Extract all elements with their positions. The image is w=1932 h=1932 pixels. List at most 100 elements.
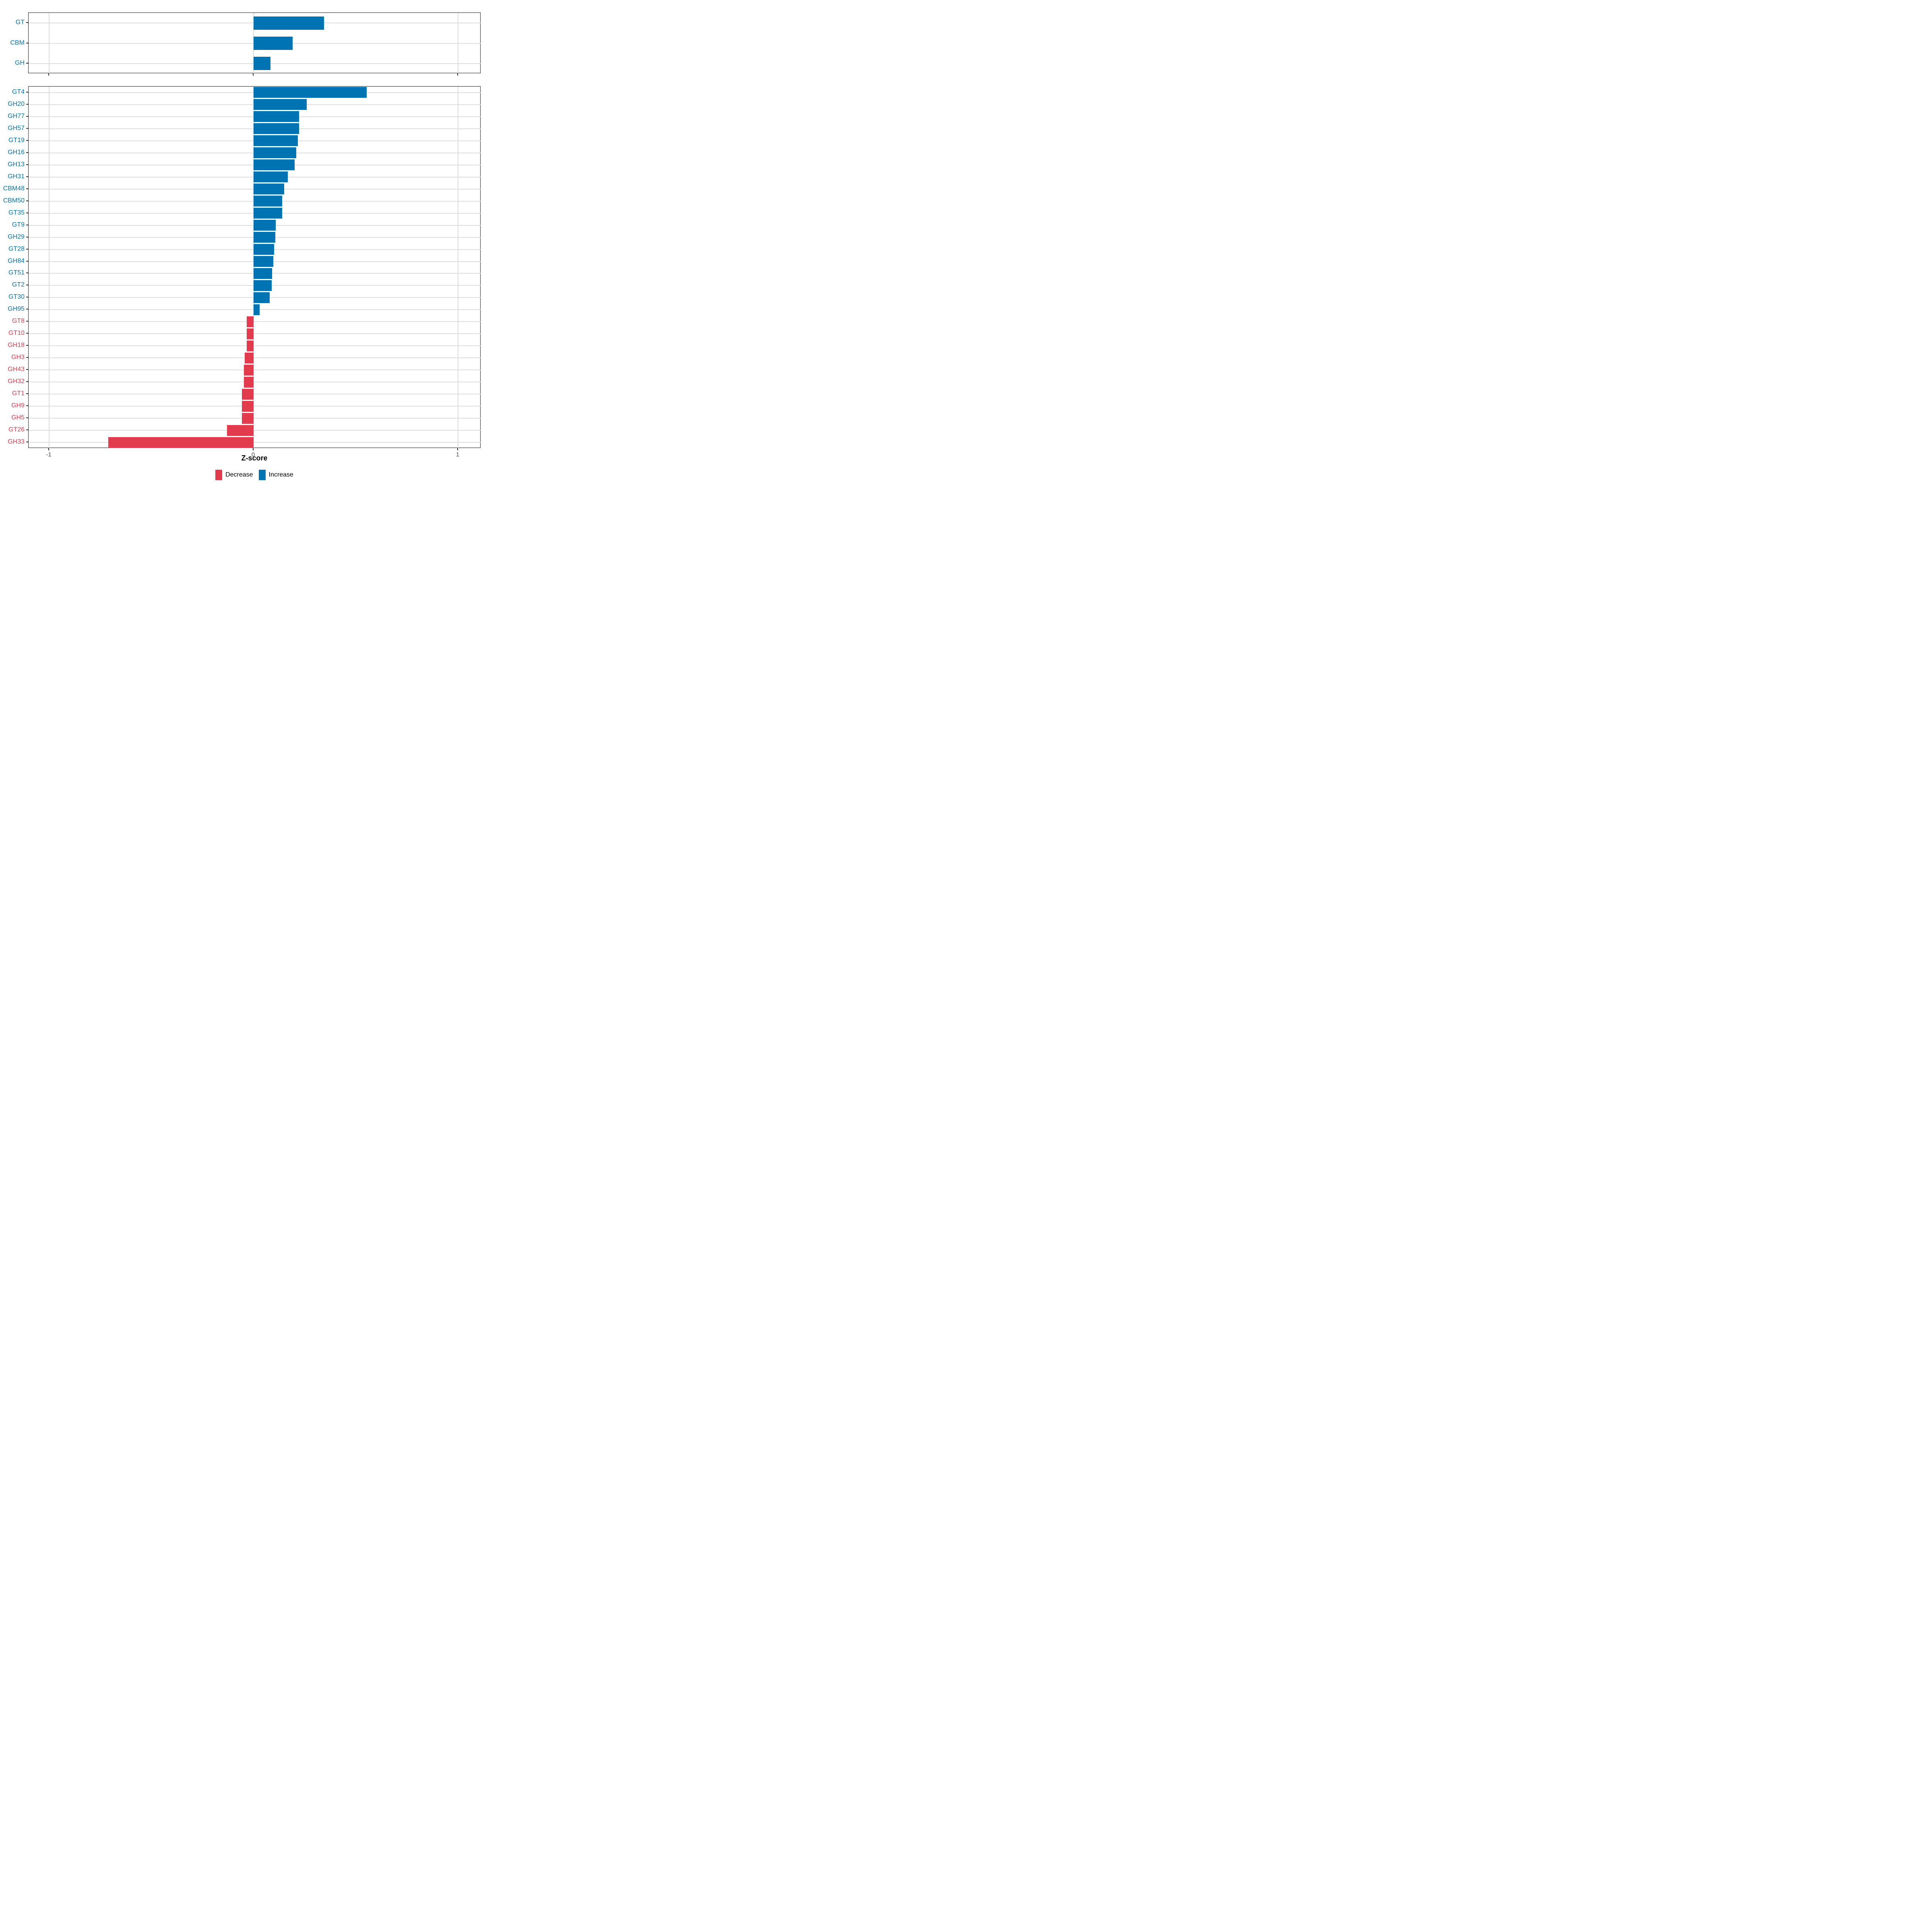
x-tick-label: 0 [251, 451, 255, 458]
category-label-GT19: GT19 [8, 136, 25, 144]
y-tick-CBM50 [26, 200, 28, 201]
row-gridline [29, 369, 481, 371]
legend-swatch-increase [258, 470, 266, 480]
bar-GT19 [254, 135, 298, 147]
y-tick-GH31 [26, 176, 28, 177]
category-label-GH13: GH13 [8, 161, 25, 168]
x-tick-label: 1 [456, 451, 460, 458]
bar-GH32 [244, 376, 254, 388]
bar-GT [254, 16, 324, 30]
category-label-CBM50: CBM50 [3, 197, 25, 204]
bar-GH29 [254, 232, 276, 243]
bar-GT9 [254, 220, 276, 231]
bar-GT8 [247, 316, 254, 327]
row-gridline [29, 418, 481, 419]
bar-GT26 [227, 425, 254, 436]
category-label-GH84: GH84 [8, 257, 25, 264]
bar-GH20 [254, 99, 307, 110]
category-label-GH57: GH57 [8, 124, 25, 132]
bar-GH95 [254, 304, 260, 315]
y-tick-GH20 [26, 103, 28, 105]
category-label-GT4: GT4 [12, 88, 25, 95]
x-tick-mark [457, 448, 458, 450]
y-tick-GH95 [26, 309, 28, 310]
bar-CBM [254, 37, 293, 50]
y-tick-GT8 [26, 321, 28, 322]
y-tick-GT26 [26, 429, 28, 431]
bar-GH84 [254, 256, 273, 267]
y-tick-GH84 [26, 260, 28, 262]
bar-GT30 [254, 292, 270, 303]
bar-GH31 [254, 171, 288, 183]
category-label-GH43: GH43 [8, 366, 25, 373]
category-label-GH3: GH3 [11, 354, 25, 361]
x-tick-mark [48, 448, 49, 450]
category-label-CBM48: CBM48 [3, 185, 25, 192]
bar-GH13 [254, 159, 295, 171]
x-tick-label: -1 [46, 451, 52, 458]
legend-item-decrease: Decrease [215, 470, 253, 480]
bar-GH77 [254, 111, 299, 122]
category-label-GT26: GT26 [8, 426, 25, 433]
category-label-GT28: GT28 [8, 245, 25, 252]
y-tick-GH [26, 62, 28, 64]
y-tick-GH32 [26, 381, 28, 382]
legend-swatch-decrease [215, 470, 223, 480]
y-tick-GT4 [26, 91, 28, 93]
legend-label-increase: Increase [268, 471, 293, 478]
category-label-GH31: GH31 [8, 173, 25, 180]
bar-GH57 [254, 123, 299, 134]
bar-CBM48 [254, 184, 285, 195]
category-label-GH32: GH32 [8, 378, 25, 385]
bar-GH [254, 57, 271, 70]
y-tick-GT1 [26, 393, 28, 394]
y-tick-GT19 [26, 140, 28, 141]
y-tick-GT [26, 22, 28, 23]
x-axis-title: Z-score [241, 454, 268, 462]
bar-CBM50 [254, 196, 283, 207]
bar-GT10 [247, 328, 254, 339]
y-tick-GH77 [26, 116, 28, 117]
bar-GT4 [254, 87, 367, 98]
category-label-GT9: GT9 [12, 221, 25, 228]
bar-GH43 [244, 364, 254, 376]
legend-item-increase: Increase [258, 470, 293, 480]
bar-GH33 [108, 437, 254, 448]
category-label-GT8: GT8 [12, 318, 25, 325]
y-tick-GT51 [26, 272, 28, 274]
category-label-GH9: GH9 [11, 402, 25, 409]
y-tick-GH9 [26, 405, 28, 407]
category-label-GH16: GH16 [8, 149, 25, 156]
x-tick-mark [253, 73, 254, 76]
y-tick-GT10 [26, 333, 28, 334]
y-tick-GH57 [26, 128, 28, 129]
bar-GT35 [254, 208, 282, 219]
category-label-GH: GH [15, 59, 25, 66]
category-label-GT: GT [15, 19, 25, 26]
bar-GH16 [254, 147, 297, 159]
y-tick-GH16 [26, 152, 28, 153]
y-tick-GH3 [26, 357, 28, 358]
bar-GT28 [254, 244, 274, 255]
legend-label-decrease: Decrease [225, 471, 253, 478]
x-tick-mark [48, 73, 49, 76]
row-gridline [29, 357, 481, 359]
category-label-CBM: CBM [10, 39, 25, 46]
legend: Decrease Increase [28, 468, 481, 482]
panel-class-summary [28, 12, 481, 74]
row-gridline [29, 333, 481, 334]
row-gridline [29, 406, 481, 407]
row-gridline [29, 442, 481, 443]
y-tick-GH43 [26, 369, 28, 370]
category-label-GH5: GH5 [11, 414, 25, 421]
bar-GH18 [247, 340, 254, 351]
z-score-faceted-bar-chart: Z-score Decrease Increase GT CBM GH GT4 GH20 G… [0, 0, 483, 483]
category-label-GH95: GH95 [8, 305, 25, 313]
vertical-gridline [253, 87, 254, 448]
category-label-GH29: GH29 [8, 233, 25, 240]
bar-GT51 [254, 268, 272, 279]
x-tick-mark [253, 448, 254, 450]
category-label-GT1: GT1 [12, 390, 25, 397]
category-label-GT35: GT35 [8, 209, 25, 216]
category-label-GT2: GT2 [12, 281, 25, 289]
